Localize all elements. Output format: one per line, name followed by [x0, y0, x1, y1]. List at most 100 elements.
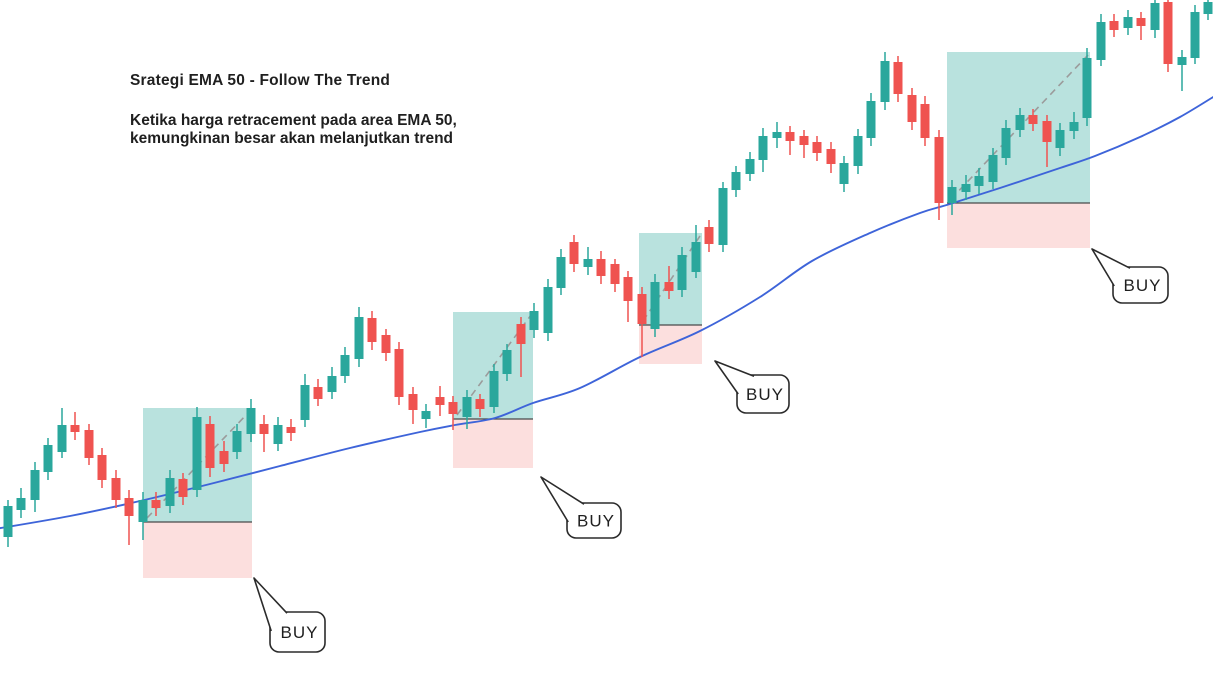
bearish-candle: [178, 473, 188, 505]
candle-body: [286, 427, 296, 433]
bearish-candle: [623, 271, 633, 322]
candle-body: [543, 287, 553, 333]
candle-body: [192, 417, 202, 490]
bullish-candle: [1177, 50, 1187, 91]
candle-body: [111, 478, 121, 500]
candle-body: [866, 101, 876, 138]
buy-callout: BUY: [253, 577, 326, 653]
bullish-candle: [3, 500, 13, 547]
candle-body: [232, 431, 242, 452]
bearish-candle: [610, 259, 620, 292]
bullish-candle: [583, 247, 593, 275]
candle-body: [462, 397, 472, 417]
buy-callout-label: BUY: [577, 512, 615, 531]
candle-body: [489, 371, 499, 407]
bearish-candle: [111, 470, 121, 508]
candle-body: [1203, 2, 1213, 14]
candle-body: [43, 445, 53, 472]
candle-body: [381, 335, 391, 353]
candle-body: [502, 350, 512, 374]
candle-body: [84, 430, 94, 458]
candle-body: [691, 242, 701, 272]
candle-body: [448, 402, 458, 414]
candle-body: [300, 385, 310, 420]
candle-body: [731, 172, 741, 190]
candle-body: [273, 425, 283, 444]
bearish-candle: [286, 419, 296, 441]
bullish-candle: [16, 488, 26, 518]
bullish-candle: [1096, 14, 1106, 66]
bullish-candle: [974, 168, 984, 194]
bearish-candle: [259, 415, 269, 452]
bearish-candle: [381, 329, 391, 361]
bullish-candle: [961, 175, 971, 200]
ema50-line: [0, 95, 1213, 530]
bearish-candle: [893, 56, 903, 102]
buy-callout-tail: [1091, 248, 1131, 287]
candle-body: [772, 132, 782, 138]
candle-body: [246, 408, 256, 434]
candle-body: [758, 136, 768, 160]
bullish-candle: [866, 93, 876, 146]
stop-zone: [453, 419, 533, 468]
bullish-candle: [462, 390, 472, 429]
candle-body: [30, 470, 40, 500]
candle-body: [516, 324, 526, 344]
bullish-candle: [839, 156, 849, 192]
bearish-candle: [1163, 0, 1173, 72]
candle-body: [880, 61, 890, 102]
buy-callout: BUY: [1091, 248, 1169, 304]
candle-body: [1123, 17, 1133, 28]
bearish-candle: [826, 142, 836, 173]
buy-callout-label: BUY: [281, 623, 319, 642]
bullish-candle: [165, 470, 175, 513]
bullish-candle: [502, 344, 512, 381]
bearish-candle: [70, 412, 80, 440]
bearish-candle: [475, 394, 485, 417]
bullish-candle: [772, 122, 782, 148]
candle-body: [57, 425, 67, 452]
candle-body: [610, 264, 620, 284]
bullish-candle: [745, 152, 755, 181]
candle-body: [354, 317, 364, 359]
bearish-candle: [435, 386, 445, 416]
candle-body: [1042, 121, 1052, 142]
bullish-candle: [880, 52, 890, 110]
bearish-candle: [151, 492, 161, 516]
candle-body: [124, 498, 134, 516]
bearish-candle: [205, 416, 215, 477]
bullish-candle: [340, 347, 350, 383]
candle-body: [219, 451, 229, 464]
candle-body: [785, 132, 795, 141]
candle-body: [1096, 22, 1106, 60]
candle-body: [839, 163, 849, 184]
bearish-candle: [799, 130, 809, 158]
candle-body: [596, 259, 606, 276]
bearish-candle: [408, 387, 418, 424]
candle-body: [812, 142, 822, 153]
bullish-candle: [489, 364, 499, 413]
candle-body: [327, 376, 337, 392]
bearish-candle: [1136, 12, 1146, 40]
candle-body: [205, 424, 215, 468]
bullish-candle: [1069, 112, 1079, 139]
candle-body: [907, 95, 917, 122]
bullish-candle: [758, 128, 768, 172]
bullish-candle: [650, 274, 660, 337]
candle-body: [178, 479, 188, 497]
bearish-candle: [920, 96, 930, 146]
candle-body: [367, 318, 377, 342]
candle-body: [947, 187, 957, 203]
candle-body: [637, 294, 647, 324]
bullish-candle: [988, 148, 998, 189]
candle-body: [583, 259, 593, 267]
bearish-candle: [84, 424, 94, 465]
candle-body: [1177, 57, 1187, 65]
candle-body: [623, 277, 633, 301]
candle-body: [421, 411, 431, 419]
candle-body: [1015, 115, 1025, 130]
candle-body: [475, 399, 485, 409]
candle-body: [934, 137, 944, 203]
candle-body: [1109, 21, 1119, 30]
